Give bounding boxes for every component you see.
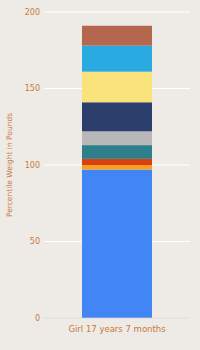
- bar-segment: [82, 26, 152, 46]
- bar-segment: [82, 46, 152, 72]
- chart-svg: 0 50 100 150 200 Girl 17 years 7 months Percen…: [0, 0, 200, 350]
- chart-container: 0 50 100 150 200 Girl 17 years 7 months Percen…: [0, 0, 200, 350]
- y-tick-label: 50: [30, 237, 40, 246]
- background: [0, 0, 200, 350]
- bar-segment: [82, 165, 152, 170]
- grid-line: [44, 11, 190, 12]
- x-axis-line: [44, 318, 190, 319]
- bar-segment: [82, 102, 152, 131]
- bars: [82, 26, 152, 318]
- bar-segment: [82, 170, 152, 318]
- y-tick-label: 200: [25, 8, 40, 17]
- y-tick-label: 100: [25, 161, 40, 170]
- y-axis-label: Percentile Weight in Pounds: [5, 113, 14, 217]
- y-tick-label: 0: [35, 314, 40, 323]
- y-tick-label: 150: [25, 84, 40, 93]
- grid: [44, 12, 190, 318]
- bar-segment: [82, 145, 152, 159]
- bar-segment: [82, 131, 152, 145]
- bar-segment: [82, 159, 152, 165]
- bar-segment: [82, 72, 152, 103]
- x-tick-label: Girl 17 years 7 months: [68, 324, 166, 334]
